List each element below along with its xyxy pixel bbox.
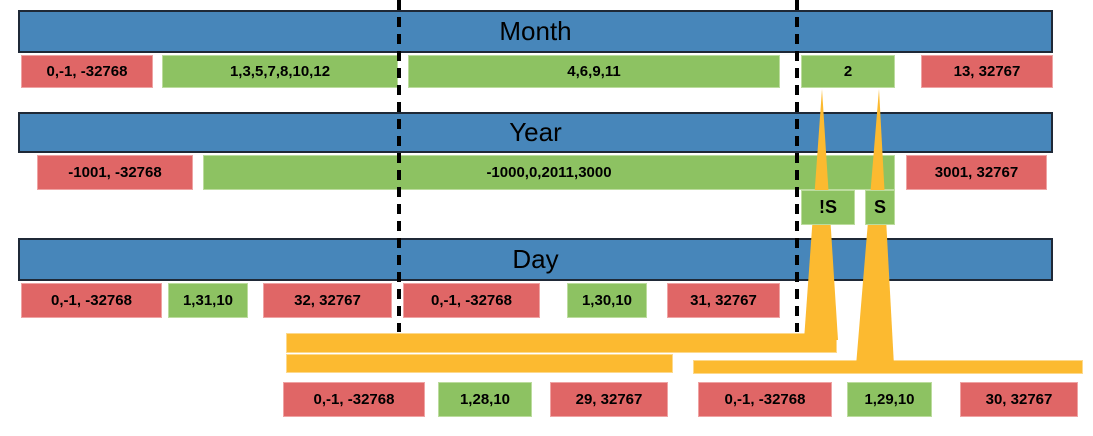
partition-box-label: 1,29,10: [864, 391, 915, 408]
partition-box-label: 1,30,10: [581, 292, 633, 309]
partition-box-month-4: 13, 32767: [921, 55, 1053, 88]
boundary-line-right: [795, 0, 799, 332]
leap-spike-icon: [856, 89, 894, 366]
partition-box-month-3: 2: [801, 55, 895, 88]
partition-box-month-2: 4,6,9,11: [408, 55, 780, 88]
partition-box-february-5: 30, 32767: [960, 382, 1078, 417]
partition-box-label: 0,-1, -32768: [431, 292, 512, 309]
partition-box-label: !S: [819, 197, 837, 217]
connector-bar-feb-bridge-left: [286, 354, 673, 373]
partition-box-february-3: 0,-1, -32768: [698, 382, 832, 417]
partition-box-year-leap-1: S: [865, 190, 895, 225]
category-bar-label: Year: [509, 117, 562, 147]
partition-box-label: 13, 32767: [953, 63, 1021, 80]
partition-box-label: 2: [843, 63, 853, 80]
partition-box-day-2: 32, 32767: [263, 283, 392, 318]
partition-box-day-4: 1,30,10: [567, 283, 647, 318]
partition-box-year-2: 3001, 32767: [906, 155, 1047, 190]
partition-box-year-0: -1001, -32768: [37, 155, 193, 190]
partition-box-february-2: 29, 32767: [550, 382, 668, 417]
partition-box-day-1: 1,31,10: [168, 283, 248, 318]
partition-box-label: 1,28,10: [459, 391, 511, 408]
category-bar-label: Month: [499, 16, 572, 46]
partition-box-label: 0,-1, -32768: [46, 63, 128, 80]
category-bar-month: Month: [18, 10, 1053, 53]
partition-box-label: 30, 32767: [985, 391, 1053, 408]
partition-box-label: 31, 32767: [690, 292, 757, 309]
category-bar-label: Day: [512, 244, 559, 274]
partition-box-february-0: 0,-1, -32768: [283, 382, 425, 417]
partition-box-label: 32, 32767: [294, 292, 361, 309]
partition-box-label: -1000,0,2011,3000: [486, 164, 612, 181]
partition-box-year-leap-0: !S: [801, 190, 855, 225]
partition-box-label: 0,-1, -32768: [51, 292, 132, 309]
partition-box-month-0: 0,-1, -32768: [21, 55, 153, 88]
boundary-line-left: [397, 0, 401, 332]
partition-box-label: 0,-1, -32768: [313, 391, 395, 408]
partition-box-february-4: 1,29,10: [847, 382, 932, 417]
partition-box-year-1: -1000,0,2011,3000: [203, 155, 895, 190]
partition-box-label: 29, 32767: [575, 391, 643, 408]
partition-box-label: 4,6,9,11: [567, 63, 621, 80]
partition-box-day-0: 0,-1, -32768: [21, 283, 162, 318]
connector-bar-feb-bridge-top: [286, 333, 837, 353]
partition-box-day-3: 0,-1, -32768: [403, 283, 540, 318]
partition-box-month-1: 1,3,5,7,8,10,12: [162, 55, 398, 88]
partition-box-label: -1001, -32768: [68, 164, 162, 181]
partition-box-february-1: 1,28,10: [438, 382, 532, 417]
partition-box-label: 1,31,10: [182, 292, 234, 309]
partition-box-label: 1,3,5,7,8,10,12: [229, 63, 331, 80]
partition-box-label: S: [873, 197, 886, 217]
partition-box-label: 0,-1, -32768: [724, 391, 806, 408]
partition-box-label: 3001, 32767: [934, 164, 1019, 181]
partition-box-day-5: 31, 32767: [667, 283, 780, 318]
